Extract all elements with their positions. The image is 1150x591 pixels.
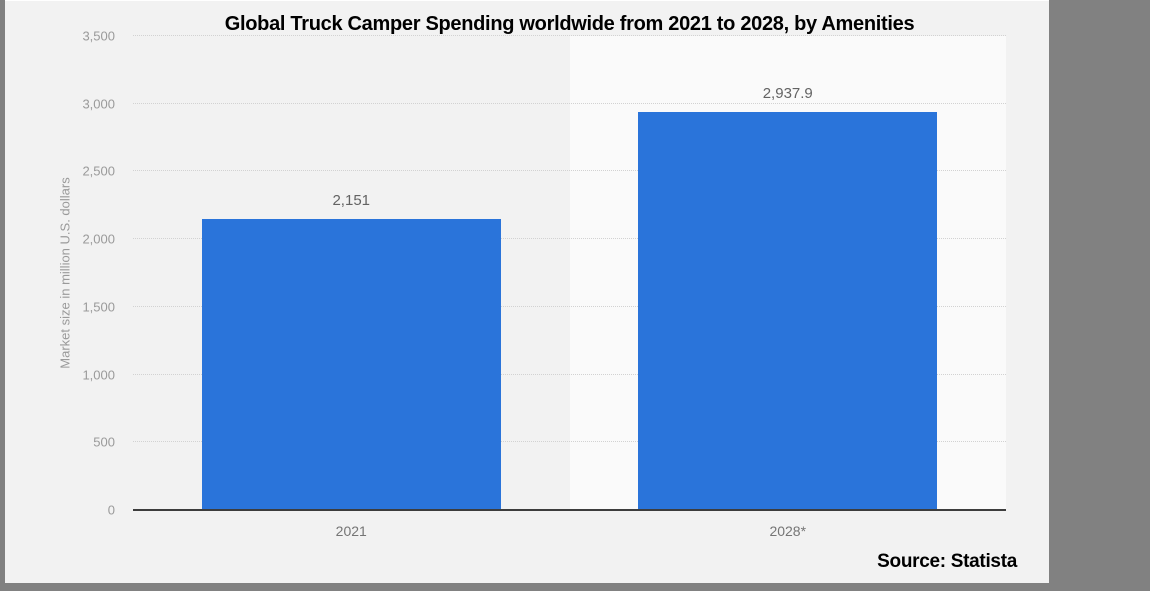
y-axis-tick-label: 3,500 <box>82 28 115 44</box>
bar-2021[interactable] <box>201 218 501 510</box>
gridline <box>133 441 1006 443</box>
x-axis-label: 2028* <box>769 523 807 539</box>
gridline <box>133 305 1006 307</box>
category-band-2028: 2,937.9 <box>569 36 1006 510</box>
y-axis-tick-label: 3,000 <box>82 96 115 112</box>
x-axis-line <box>133 509 1006 511</box>
chart-card: Global Truck Camper Spending worldwide f… <box>5 0 1049 583</box>
y-axis-tick-label: 1,000 <box>82 367 115 383</box>
gridline <box>133 238 1006 240</box>
x-axis-label: 2021 <box>335 523 367 539</box>
bar-2028[interactable] <box>638 112 938 510</box>
y-axis-tick-label: 2,000 <box>82 231 115 247</box>
y-axis-tick-labels: 0 500 1,000 1,500 2,000 2,500 3,000 3,500 <box>5 29 115 518</box>
gridline <box>133 170 1006 172</box>
source-attribution: Source: Statista <box>877 551 1017 572</box>
bar-value-label: 2,151 <box>332 191 371 209</box>
gridline <box>133 373 1006 375</box>
gridline <box>133 35 1006 36</box>
category-band-2021: 2,151 <box>133 36 570 510</box>
y-axis-tick-label: 0 <box>107 502 115 518</box>
gridline <box>133 102 1006 104</box>
bar-value-label: 2,937.9 <box>762 85 813 103</box>
y-axis-tick-label: 500 <box>93 434 115 450</box>
y-axis-tick-label: 2,500 <box>82 163 115 179</box>
chart-title: Global Truck Camper Spending worldwide f… <box>224 13 915 35</box>
x-axis-labels: 2021 2028* <box>133 523 1006 539</box>
y-axis-tick-label: 1,500 <box>82 299 115 315</box>
plot-area: 2,151 2,937.9 <box>133 35 1006 511</box>
